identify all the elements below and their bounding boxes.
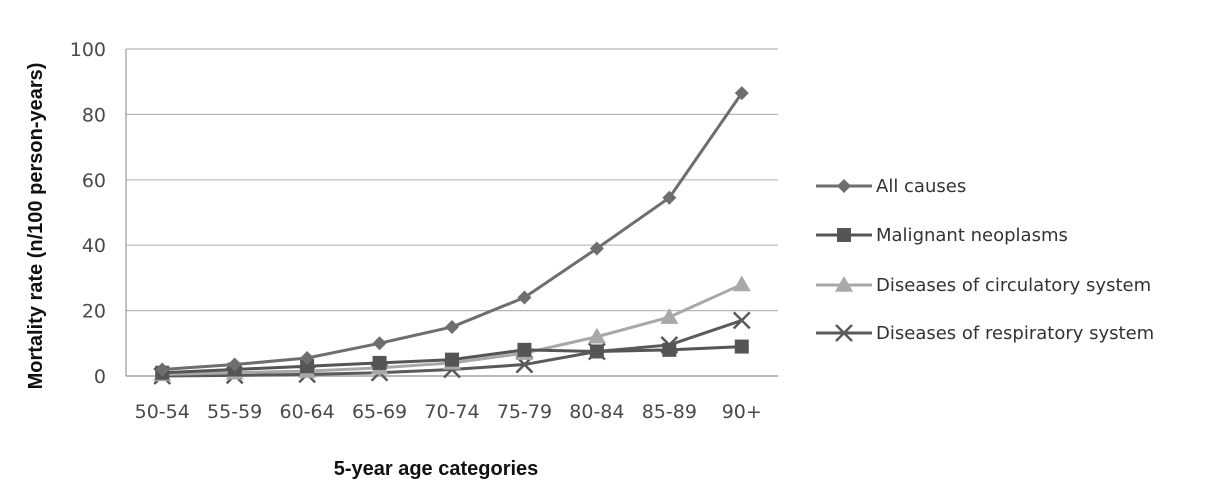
x-axis-tick-labels: 50-54 55-59 60-64 65-69 70-74 75-79 80-84 85-89… <box>135 401 762 423</box>
data-point <box>300 351 315 366</box>
legend-label: Malignant neoplasms <box>876 225 1068 246</box>
y-tick-label: 40 <box>82 235 106 257</box>
data-point <box>227 357 242 372</box>
legend-label: All causes <box>876 176 966 197</box>
data-point <box>734 339 749 354</box>
y-tick-label: 80 <box>82 104 106 126</box>
x-tick-label: 90+ <box>722 401 762 423</box>
data-point <box>662 342 677 357</box>
x-tick-label: 55-59 <box>207 401 262 423</box>
gridlines <box>125 48 778 377</box>
legend-item: Diseases of respiratory system <box>816 323 1154 344</box>
y-tick-label: 20 <box>82 301 106 323</box>
x-axis-title: 5-year age categories <box>334 458 539 480</box>
legend-item: Malignant neoplasms <box>816 225 1068 246</box>
data-point <box>445 352 459 367</box>
y-tick-label: 60 <box>82 170 106 192</box>
data-point <box>662 190 677 205</box>
x-tick-label: 85-89 <box>642 401 697 423</box>
legend-item: Diseases of circulatory system <box>816 275 1151 296</box>
legend-swatch-marker <box>837 179 851 193</box>
data-point <box>517 290 532 305</box>
legend-swatch-marker <box>835 324 853 342</box>
series-layer <box>153 86 751 385</box>
data-point <box>445 319 459 334</box>
x-tick-label: 60-64 <box>280 401 335 423</box>
data-point <box>372 355 387 370</box>
legend-label: Diseases of respiratory system <box>876 323 1154 344</box>
data-point <box>155 362 170 377</box>
y-axis-title: Mortality rate (n/100 person-years) <box>25 63 47 390</box>
data-point <box>589 344 604 359</box>
x-tick-label: 65-69 <box>352 401 407 423</box>
y-tick-label: 0 <box>94 366 106 388</box>
data-point <box>734 86 749 101</box>
x-tick-label: 75-79 <box>497 401 552 423</box>
series-0 <box>155 86 749 377</box>
data-point <box>587 327 606 344</box>
legend-swatch-marker <box>837 228 851 242</box>
y-axis-tick-labels: 0 20 40 60 80 100 <box>70 39 106 388</box>
x-tick-label: 70-74 <box>424 401 479 423</box>
data-point <box>732 275 751 292</box>
y-tick-label: 100 <box>70 39 106 61</box>
legend-label: Diseases of circulatory system <box>876 275 1151 296</box>
data-point <box>660 308 679 324</box>
legend: All causes Malignant neoplasms Diseases of… <box>816 176 1154 344</box>
data-point <box>732 311 751 330</box>
x-tick-label: 80-84 <box>569 401 624 423</box>
x-tick-label: 50-54 <box>135 401 190 423</box>
legend-swatch-marker <box>835 276 853 292</box>
data-point <box>300 359 315 374</box>
legend-item: All causes <box>816 176 966 197</box>
data-point <box>372 336 387 351</box>
data-point <box>517 342 532 357</box>
data-point <box>589 241 604 256</box>
